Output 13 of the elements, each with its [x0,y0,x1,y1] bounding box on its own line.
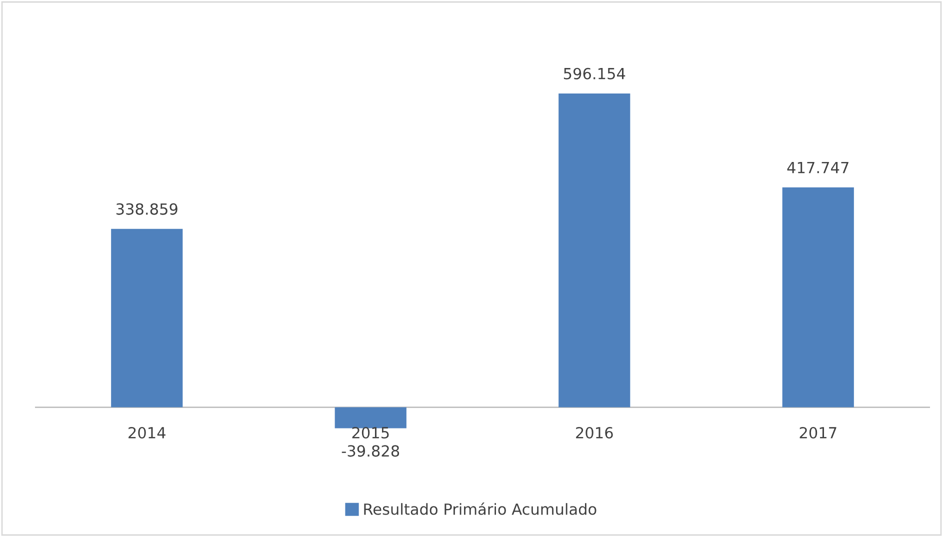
legend-label: Resultado Primário Acumulado [364,502,596,515]
bar [111,228,183,408]
data-label: -39.828 [342,445,400,457]
x-tick-label: 2017 [800,426,836,439]
x-tick-label: 2015 [352,426,389,439]
x-tick-label: 2016 [576,426,613,439]
data-label: 338.859 [116,203,178,215]
bar [334,407,406,428]
x-tick-label: 2014 [128,426,166,439]
data-label: 417.747 [787,162,848,174]
bar [558,93,630,408]
data-label: 596.154 [564,68,626,80]
bar [782,187,854,408]
